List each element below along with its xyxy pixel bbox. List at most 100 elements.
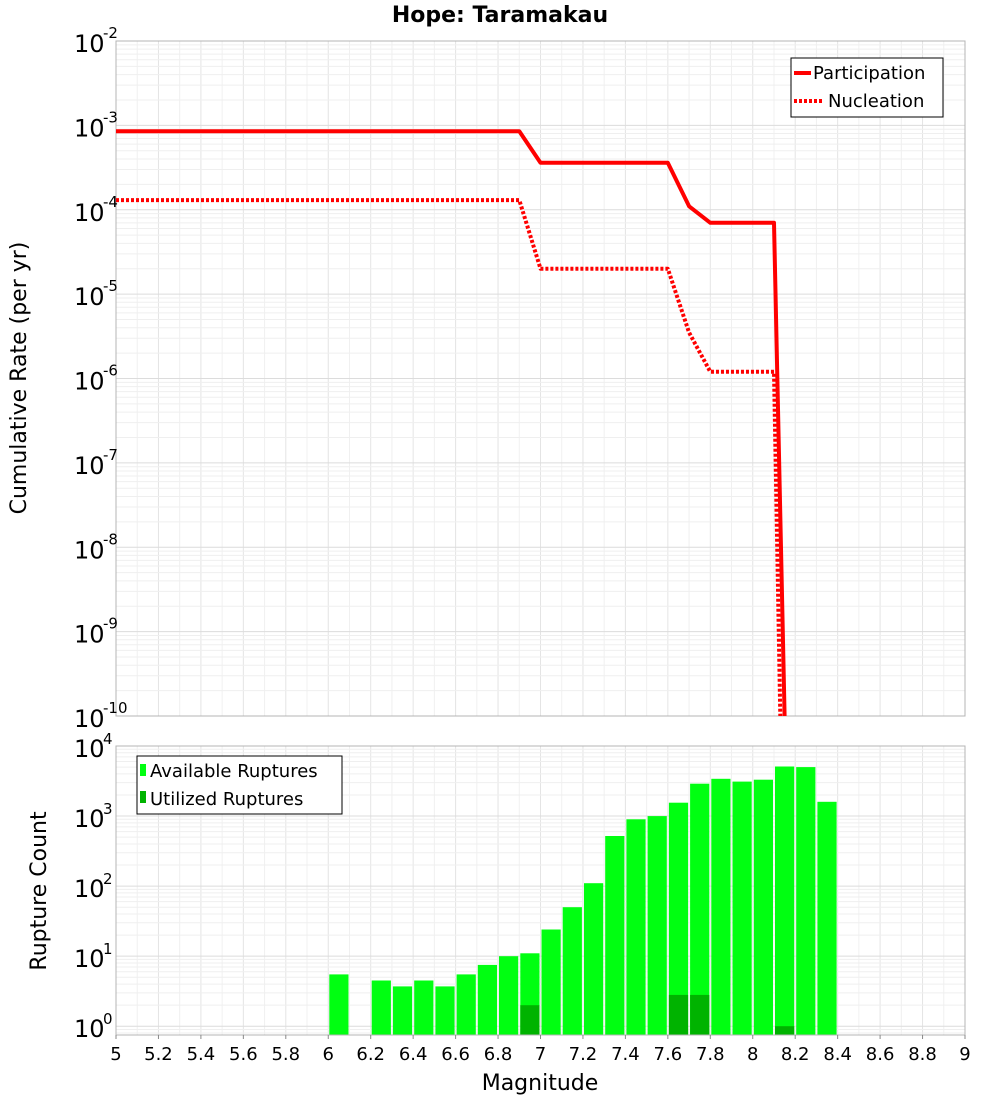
available-rupture-bar [562, 907, 582, 1035]
rate-y-tick-label: 10 [74, 199, 105, 227]
count-y-tick-exponent: 1 [103, 940, 113, 958]
rate-y-tick-label: 10 [74, 283, 105, 311]
rate-grid [115, 41, 966, 717]
x-tick-label: 5.4 [187, 1044, 216, 1065]
rate-y-tick-label: 10 [74, 705, 105, 733]
x-tick-label: 7 [535, 1044, 546, 1065]
count-legend: Available Ruptures Utilized Ruptures [136, 755, 343, 815]
x-tick-label: 6.6 [441, 1044, 470, 1065]
available-rupture-bar [371, 980, 391, 1035]
available-rupture-bar [753, 779, 773, 1035]
x-tick-label: 7.4 [611, 1044, 640, 1065]
x-tick-label: 5.6 [229, 1044, 258, 1065]
available-rupture-bar [477, 964, 497, 1035]
available-rupture-bar [690, 783, 710, 1035]
count-y-tick-exponent: 3 [103, 800, 113, 818]
rate-y-tick-exponent: -7 [103, 446, 118, 464]
count-y-tick-label: 10 [74, 1015, 105, 1043]
available-rupture-bar [668, 802, 689, 1035]
x-tick-label: 5 [110, 1044, 121, 1065]
rate-y-tick-exponent: -6 [103, 362, 118, 380]
available-rupture-bar [392, 986, 413, 1035]
available-rupture-bar [435, 986, 455, 1035]
available-rupture-bar [584, 883, 604, 1035]
count-x-ticks: 5 5.2 5.4 5.6 5.8 6 6.2 6.4 6.6 6.8 7 7.2 7.4 7.6 7.8 8… [110, 1035, 971, 1065]
count-y-tick-label: 10 [74, 945, 105, 973]
count-y-tick-exponent: 4 [103, 730, 113, 748]
rate-y-tick-exponent: -10 [103, 699, 128, 717]
rate-y-tick-label: 10 [74, 621, 105, 649]
rate-y-tick-exponent: -4 [103, 193, 118, 211]
legend-available-swatch [140, 764, 146, 776]
count-y-tick-exponent: 2 [103, 870, 113, 888]
available-rupture-bar [605, 836, 625, 1035]
rate-y-tick-label: 10 [74, 368, 105, 396]
rate-y-tick-exponent: -2 [103, 24, 118, 42]
rate-y-axis-title: Cumulative Rate (per yr) [7, 242, 32, 515]
rate-y-tick-label: 10 [74, 452, 105, 480]
rate-plot-area [115, 40, 966, 717]
available-rupture-bar [775, 766, 795, 1035]
x-tick-label: 8.4 [823, 1044, 852, 1065]
x-tick-label: 7.2 [569, 1044, 598, 1065]
utilized-rupture-bar [690, 994, 710, 1035]
available-rupture-bar [414, 980, 434, 1035]
rate-y-tick-exponent: -3 [103, 108, 118, 126]
series-line-nucleation [116, 198, 783, 717]
x-tick-label: 6.2 [356, 1044, 385, 1065]
chart-title: Hope: Taramakau [392, 3, 608, 28]
count-y-tick-exponent: 0 [103, 1010, 113, 1028]
available-rupture-bar [817, 801, 837, 1035]
x-tick-label: 6.4 [399, 1044, 428, 1065]
utilized-rupture-bar [520, 1005, 540, 1035]
utilized-rupture-bar [775, 1026, 795, 1035]
rate-chart: Hope: Taramakau 10-210-310-410-510-610-7… [7, 3, 966, 733]
x-tick-label: 5.8 [271, 1044, 300, 1065]
count-legend-box [136, 755, 343, 815]
rate-y-ticks: 10-210-310-410-510-610-710-810-910-10 [74, 24, 128, 733]
x-tick-label: 5.2 [144, 1044, 173, 1065]
available-rupture-bar [711, 778, 731, 1035]
count-y-tick-label: 10 [74, 805, 105, 833]
rate-legend-box [790, 57, 944, 118]
x-axis-title: Magnitude [482, 1071, 599, 1096]
legend-available-label: Available Ruptures [150, 761, 318, 782]
x-tick-label: 8.8 [908, 1044, 937, 1065]
x-tick-label: 7.8 [696, 1044, 725, 1065]
count-y-axis-title: Rupture Count [27, 811, 52, 971]
available-rupture-bar [626, 819, 646, 1035]
x-tick-label: 6 [323, 1044, 334, 1065]
rate-y-tick-exponent: -5 [103, 277, 118, 295]
x-tick-label: 8.2 [781, 1044, 810, 1065]
series-line-participation [116, 129, 787, 717]
available-rupture-bar [647, 816, 667, 1035]
rate-legend: Participation Nucleation [790, 57, 944, 118]
count-y-tick-label: 10 [74, 735, 105, 763]
utilized-rupture-bar [668, 994, 689, 1035]
x-tick-label: 9 [959, 1044, 970, 1065]
available-rupture-bar [796, 767, 816, 1035]
legend-utilized-swatch [140, 791, 146, 803]
count-y-tick-label: 10 [74, 875, 105, 903]
available-rupture-bar [329, 974, 349, 1035]
legend-participation-label: Participation [813, 63, 925, 84]
x-tick-label: 8.6 [866, 1044, 895, 1065]
rate-y-tick-label: 10 [74, 30, 105, 58]
available-rupture-bar [456, 974, 476, 1035]
x-tick-label: 8 [747, 1044, 758, 1065]
available-rupture-bar [732, 781, 752, 1035]
rate-y-tick-exponent: -9 [103, 615, 118, 633]
available-rupture-bar [541, 929, 561, 1035]
count-bars [329, 766, 837, 1035]
x-tick-label: 7.6 [654, 1044, 683, 1065]
rate-series-lines [116, 129, 787, 717]
x-tick-label: 6.8 [484, 1044, 513, 1065]
legend-nucleation-label: Nucleation [828, 91, 924, 112]
rate-y-tick-label: 10 [74, 536, 105, 564]
legend-utilized-label: Utilized Ruptures [150, 789, 303, 810]
available-rupture-bar [499, 956, 519, 1035]
rate-y-tick-label: 10 [74, 114, 105, 142]
